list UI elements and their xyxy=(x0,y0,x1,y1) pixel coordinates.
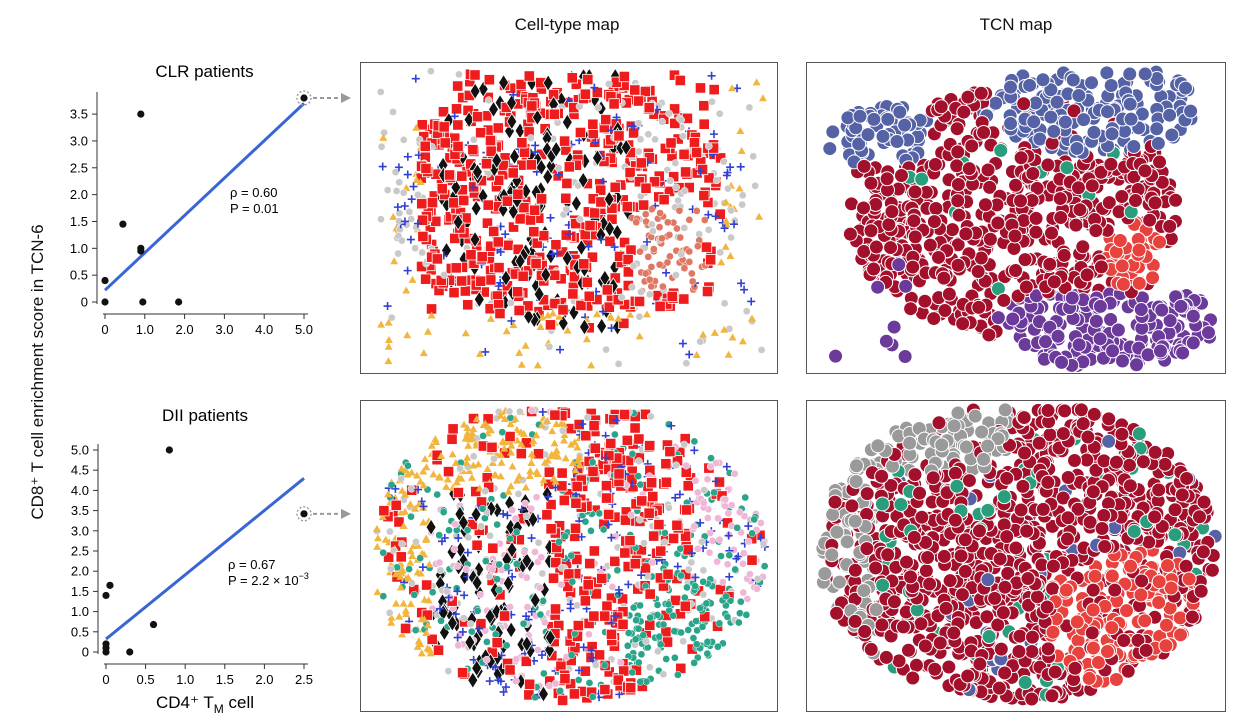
y-tick-label: 2.0 xyxy=(71,564,89,579)
data-point xyxy=(149,620,158,629)
data-point xyxy=(175,298,183,306)
data-point xyxy=(165,446,173,454)
y-tick-label: 5.0 xyxy=(71,443,89,458)
p-exponent: −3 xyxy=(299,571,309,581)
data-point xyxy=(106,581,114,589)
x-tick-label: 2.5 xyxy=(295,672,313,687)
cell-type-map-clr xyxy=(360,62,778,374)
y-tick-label: 1.5 xyxy=(70,214,88,229)
data-point xyxy=(101,276,109,285)
y-tick-label: 1.0 xyxy=(71,604,89,619)
y-tick-label: 2.5 xyxy=(70,160,88,175)
y-tick-label: 4.5 xyxy=(71,463,89,478)
data-point xyxy=(126,648,134,656)
y-tick-label: 0.5 xyxy=(70,268,88,283)
tcn-map-header: TCN map xyxy=(979,15,1053,34)
y-tick-label: 1.5 xyxy=(71,584,89,599)
fit-line xyxy=(103,102,306,292)
x-tick-label: 2.0 xyxy=(255,672,273,687)
x-tick-label: 0 xyxy=(102,672,109,687)
y-tick-label: 1.0 xyxy=(70,241,88,256)
data-point xyxy=(137,247,145,255)
y-tick-label: 0 xyxy=(82,645,89,660)
x-axis-label: CD4⁺ TM cell xyxy=(156,693,254,716)
data-point xyxy=(119,220,127,228)
y-tick-label: 3.0 xyxy=(70,133,88,148)
data-point xyxy=(102,640,110,648)
y-tick-label: 0 xyxy=(81,295,88,310)
x-tick-label: 4.0 xyxy=(255,322,273,337)
x-tick-label: 3.0 xyxy=(215,322,233,337)
y-tick-label: 3.5 xyxy=(70,107,88,122)
data-point xyxy=(300,510,308,518)
fit-line xyxy=(105,477,305,641)
highlight-ring xyxy=(296,506,312,522)
data-point xyxy=(300,94,308,102)
data-point xyxy=(137,110,145,118)
clr-scatter-chart: CLR patients 0 0.5 1.0 1.5 2.0 2.5 3.0 3.5 0 1.0 2.… xyxy=(70,62,351,337)
cell-type-map-header: Cell-type map xyxy=(514,15,620,34)
link-arrow-head xyxy=(341,93,351,103)
x-tick-label: 1.0 xyxy=(176,672,194,687)
y-tick-label: 4.0 xyxy=(71,483,89,498)
x-tick-label: 0.5 xyxy=(137,672,155,687)
p-annotation: P = 2.2 × 10−3 xyxy=(228,571,309,588)
x-tick-label: 0 xyxy=(101,322,108,337)
y-tick-label: 2.5 xyxy=(71,544,89,559)
data-point xyxy=(139,298,147,306)
chart-title: DII patients xyxy=(162,406,248,425)
x-tick-label: 1.0 xyxy=(136,322,154,337)
rho-annotation: ρ = 0.60 xyxy=(230,185,278,200)
link-arrow-head xyxy=(341,508,351,519)
tcn-map-clr xyxy=(806,62,1226,374)
y-tick-label: 3.5 xyxy=(71,503,89,518)
y-tick-label: 0.5 xyxy=(71,624,89,639)
tcn-map-dii xyxy=(806,400,1226,712)
p-annotation: P = 0.01 xyxy=(230,201,279,216)
chart-title: CLR patients xyxy=(155,62,253,81)
x-tick-label: 2.0 xyxy=(176,322,194,337)
dii-scatter-chart: DII patients 0 0.5 1.0 1.5 2.0 2.5 3.0 3.5 4.0 4.5… xyxy=(71,406,351,716)
x-tick-label: 5.0 xyxy=(295,322,313,337)
highlight-ring xyxy=(296,90,312,106)
rho-annotation: ρ = 0.67 xyxy=(228,557,276,572)
cell-type-map-dii xyxy=(360,400,778,712)
data-point xyxy=(101,298,109,306)
data-point xyxy=(102,591,110,600)
y-tick-label: 2.0 xyxy=(70,187,88,202)
y-tick-label: 3.0 xyxy=(71,523,89,538)
x-tick-label: 1.5 xyxy=(216,672,234,687)
